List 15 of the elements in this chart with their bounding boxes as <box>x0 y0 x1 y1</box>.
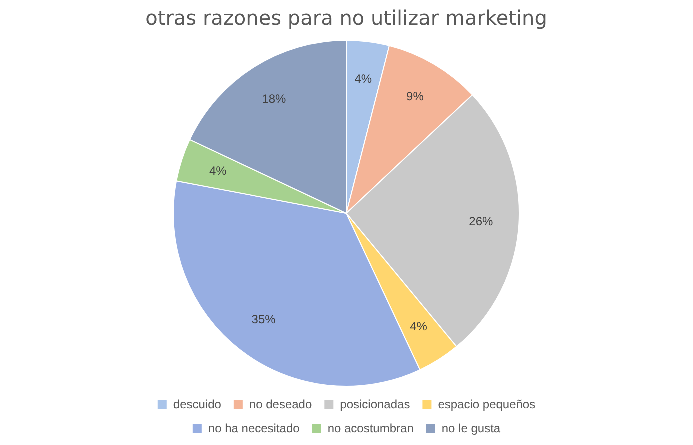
data-label: 35% <box>252 312 276 326</box>
data-label: 18% <box>262 92 287 106</box>
data-label: 26% <box>469 214 494 228</box>
data-label: 4% <box>354 72 372 86</box>
chart-title: otras razones para no utilizar marketing <box>146 6 548 30</box>
legend-label: espacio pequeños <box>438 397 536 412</box>
legend-label: no deseado <box>249 397 312 412</box>
legend-label: posicionadas <box>340 397 410 412</box>
legend-label: no acostumbran <box>328 421 414 436</box>
legend-label: descuido <box>173 397 222 412</box>
legend-label: no le gusta <box>442 421 501 436</box>
data-label: 4% <box>410 320 428 334</box>
data-label: 9% <box>406 90 424 104</box>
data-label: 4% <box>209 164 228 178</box>
legend-label: no ha necesitado <box>208 421 300 436</box>
